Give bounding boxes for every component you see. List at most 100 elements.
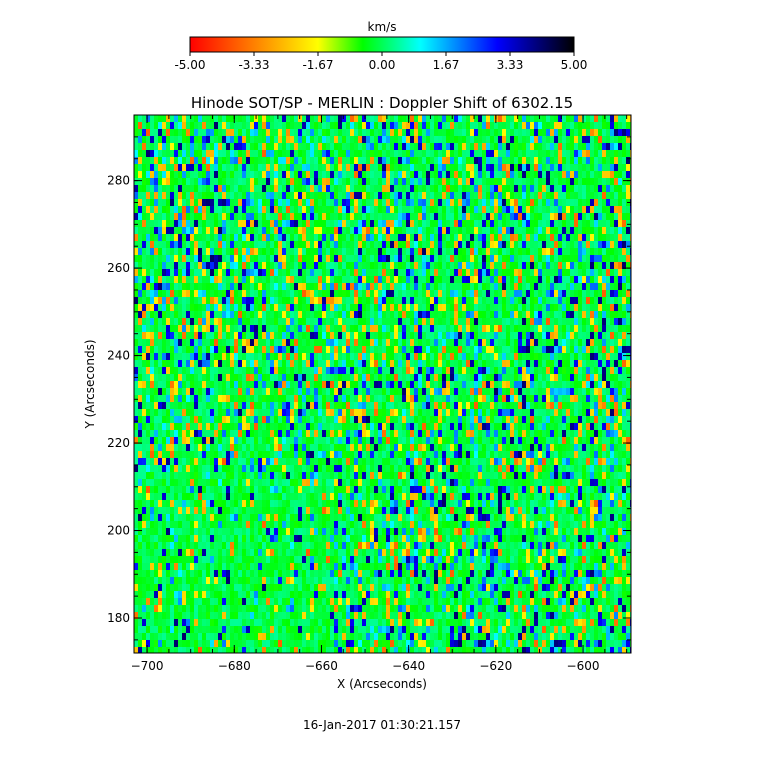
heatmap-cell	[190, 388, 195, 396]
heatmap-cell	[230, 150, 235, 158]
heatmap-cell	[538, 262, 543, 270]
heatmap-cell	[302, 115, 307, 123]
heatmap-cell	[554, 255, 559, 263]
heatmap-cell	[254, 220, 259, 228]
heatmap-cell	[138, 136, 143, 144]
heatmap-cell	[242, 318, 247, 326]
heatmap-cell	[258, 150, 263, 158]
heatmap-cell	[438, 339, 443, 347]
heatmap-cell	[350, 143, 355, 151]
heatmap-cell	[366, 318, 371, 326]
heatmap-cell	[414, 318, 419, 326]
heatmap-cell	[346, 136, 351, 144]
heatmap-cell	[394, 171, 399, 179]
heatmap-cell	[570, 192, 575, 200]
heatmap-cell	[138, 318, 143, 326]
heatmap-cell	[454, 171, 459, 179]
heatmap-cell	[554, 143, 559, 151]
heatmap-cell	[354, 290, 359, 298]
heatmap-cell	[338, 332, 343, 340]
heatmap-cell	[242, 213, 247, 221]
heatmap-cell	[338, 136, 343, 144]
heatmap-cell	[238, 143, 243, 151]
heatmap-cell	[406, 367, 411, 375]
heatmap-cell	[450, 164, 455, 172]
heatmap-cell	[298, 325, 303, 333]
heatmap-cell	[570, 353, 575, 361]
heatmap-cell	[498, 339, 503, 347]
heatmap-cell	[370, 206, 375, 214]
heatmap-cell	[438, 227, 443, 235]
heatmap-cell	[478, 164, 483, 172]
heatmap-cell	[522, 234, 527, 242]
heatmap-cell	[234, 381, 239, 389]
heatmap-cell	[450, 311, 455, 319]
heatmap-cell	[214, 199, 219, 207]
heatmap-cell	[526, 185, 531, 193]
heatmap-cell	[390, 311, 395, 319]
heatmap-cell	[406, 227, 411, 235]
heatmap-cell	[142, 346, 147, 354]
heatmap-cell	[254, 206, 259, 214]
heatmap-cell	[570, 304, 575, 312]
heatmap-cell	[314, 325, 319, 333]
heatmap-cell	[154, 297, 159, 305]
heatmap-cell	[270, 157, 275, 165]
heatmap-cell	[450, 283, 455, 291]
heatmap-cell	[602, 283, 607, 291]
heatmap-cell	[582, 381, 587, 389]
heatmap-cell	[214, 276, 219, 284]
heatmap-cell	[226, 143, 231, 151]
heatmap-cell	[266, 360, 271, 368]
heatmap-cell	[174, 318, 179, 326]
heatmap-cell	[558, 171, 563, 179]
heatmap-cell	[486, 290, 491, 298]
heatmap-cell	[510, 178, 515, 186]
heatmap-cell	[258, 325, 263, 333]
heatmap-cell	[374, 150, 379, 158]
heatmap-cell	[386, 311, 391, 319]
heatmap-cell	[618, 234, 623, 242]
heatmap-cell	[594, 234, 599, 242]
heatmap-cell	[518, 220, 523, 228]
heatmap-cell	[242, 199, 247, 207]
heatmap-cell	[606, 227, 611, 235]
heatmap-cell	[574, 367, 579, 375]
heatmap-cell	[534, 192, 539, 200]
heatmap-cell	[582, 241, 587, 249]
heatmap-cell	[418, 248, 423, 256]
heatmap-cell	[270, 388, 275, 396]
heatmap-cell	[598, 304, 603, 312]
heatmap-cell	[542, 353, 547, 361]
heatmap-cell	[434, 136, 439, 144]
heatmap-cell	[378, 213, 383, 221]
heatmap-cell	[282, 374, 287, 382]
heatmap-cell	[426, 227, 431, 235]
heatmap-cell	[258, 136, 263, 144]
heatmap-cell	[310, 192, 315, 200]
heatmap-cell	[602, 122, 607, 130]
heatmap-cell	[254, 192, 259, 200]
heatmap-cell	[594, 248, 599, 256]
heatmap-cell	[326, 192, 331, 200]
heatmap-cell	[142, 311, 147, 319]
heatmap-cell	[214, 325, 219, 333]
heatmap-cell	[454, 262, 459, 270]
heatmap-cell	[150, 150, 155, 158]
heatmap-cell	[234, 157, 239, 165]
heatmap-cell	[594, 346, 599, 354]
heatmap-cell	[590, 185, 595, 193]
heatmap-cell	[326, 367, 331, 375]
heatmap-cell	[350, 136, 355, 144]
heatmap-cell	[138, 129, 143, 137]
heatmap-cell	[578, 374, 583, 382]
heatmap-cell	[226, 332, 231, 340]
heatmap-cell	[566, 269, 571, 277]
heatmap-cell	[378, 360, 383, 368]
heatmap-cell	[294, 129, 299, 137]
heatmap-cell	[290, 374, 295, 382]
heatmap-cell	[538, 374, 543, 382]
heatmap-cell	[358, 360, 363, 368]
heatmap-cell	[586, 227, 591, 235]
heatmap-cell	[522, 269, 527, 277]
